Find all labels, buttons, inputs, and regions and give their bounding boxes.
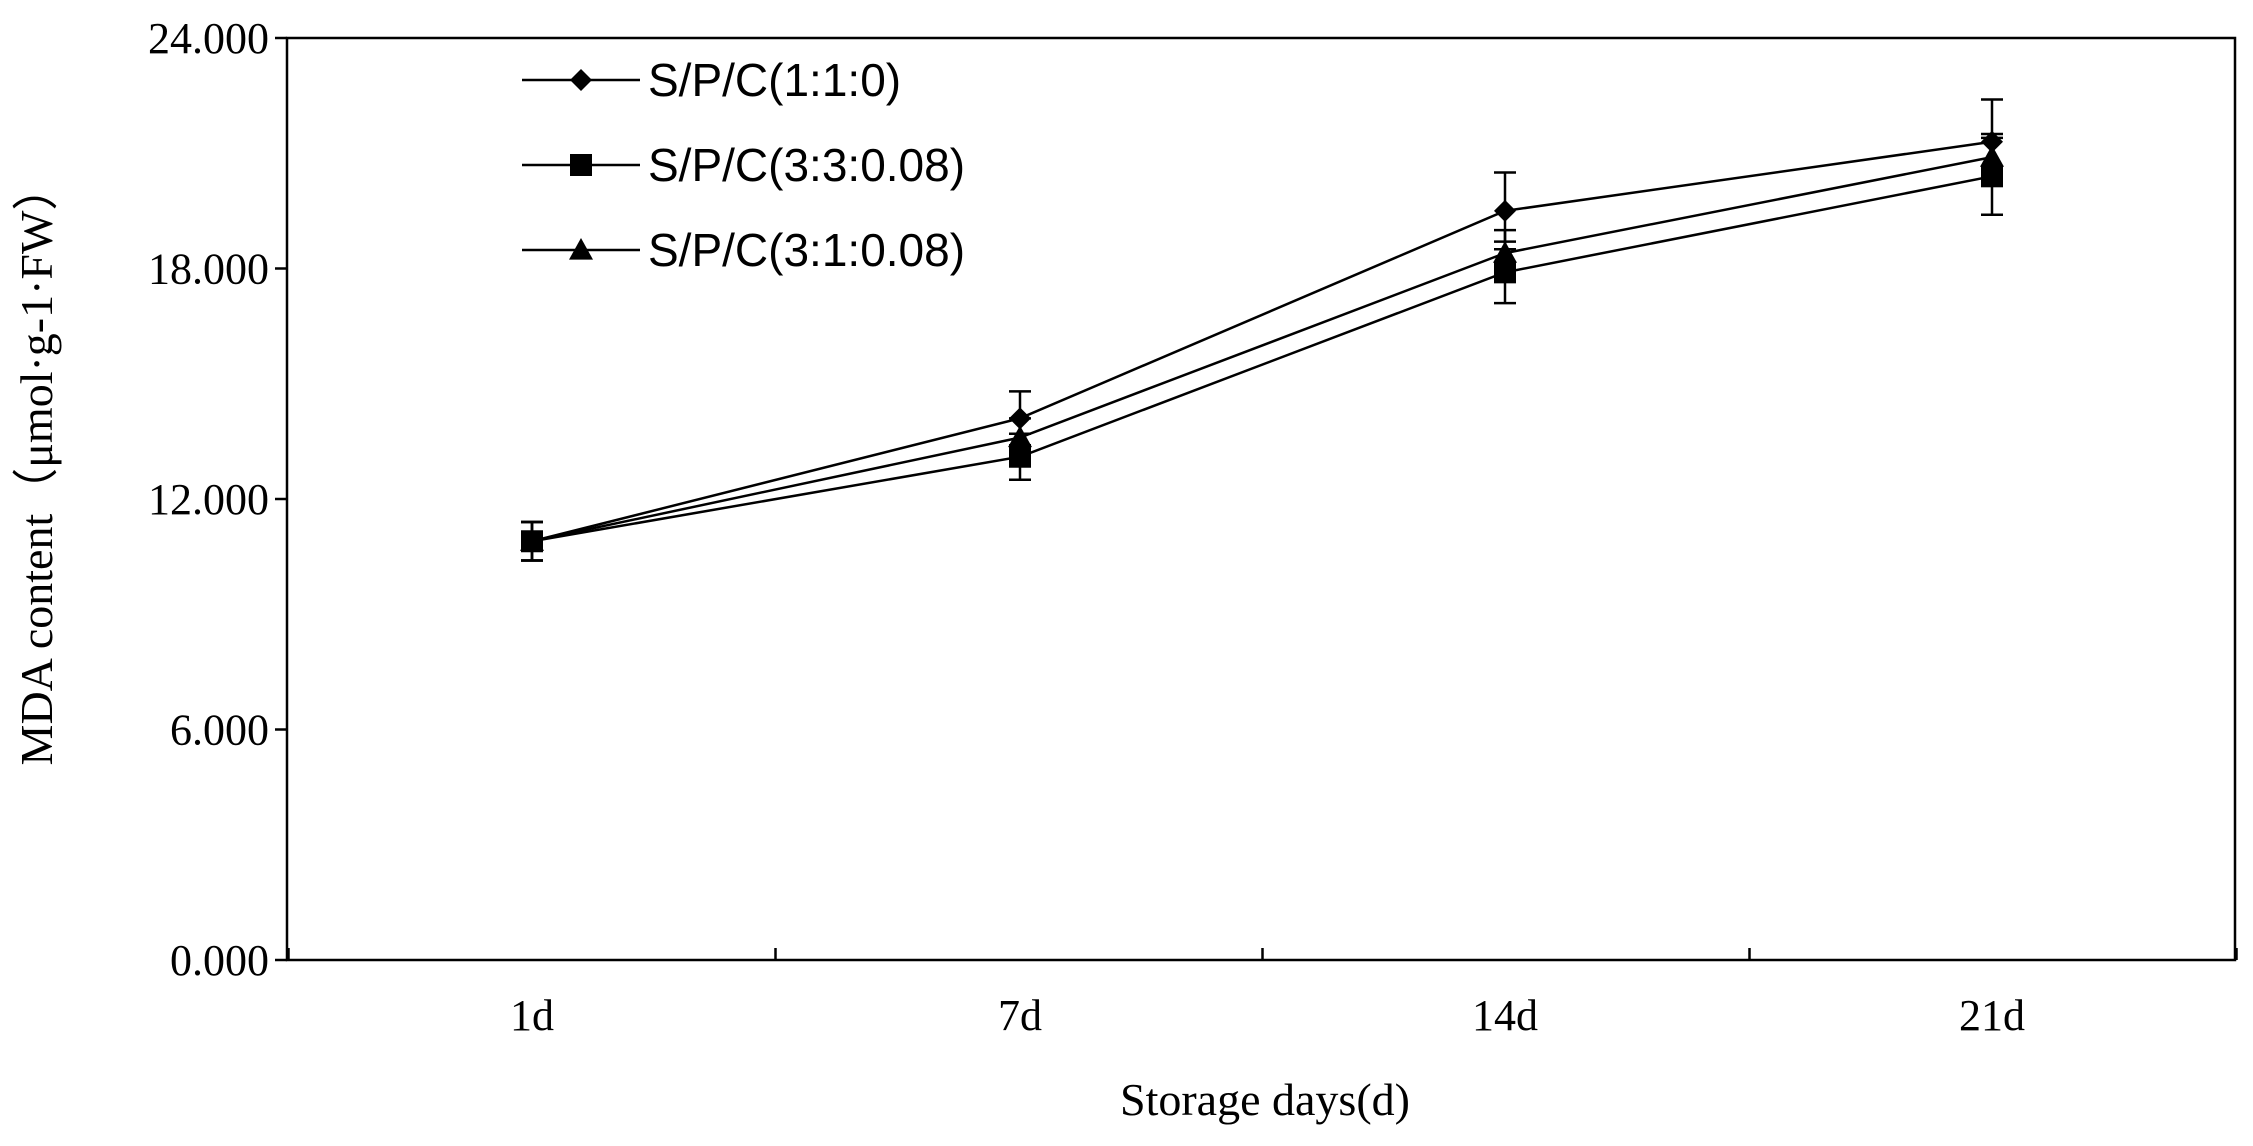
y-axis-title: MDA content（μmol·g-1·FW） bbox=[11, 165, 62, 766]
data-point bbox=[1980, 145, 2004, 167]
series-line bbox=[531, 140, 1993, 543]
x-tick-label: 21d bbox=[1959, 991, 2025, 1040]
data-point bbox=[1493, 241, 1517, 263]
legend-label: S/P/C(3:1:0.08) bbox=[648, 224, 965, 276]
legend-marker bbox=[570, 69, 592, 91]
x-tick-label: 7d bbox=[998, 991, 1042, 1040]
legend-marker bbox=[570, 154, 592, 176]
y-tick-label: 12.000 bbox=[148, 475, 269, 524]
plot-area-frame bbox=[285, 36, 2237, 962]
x-axis-title: Storage days(d) bbox=[1120, 1074, 1410, 1125]
legend-label: S/P/C(1:1:0) bbox=[648, 54, 901, 106]
series-3 bbox=[520, 132, 2004, 562]
y-tick-label: 0.000 bbox=[170, 936, 269, 985]
y-tick-label: 6.000 bbox=[170, 706, 269, 755]
series-line bbox=[531, 175, 1993, 543]
legend-marker bbox=[569, 238, 593, 260]
x-tick-label: 1d bbox=[510, 991, 554, 1040]
y-tick-label: 18.000 bbox=[148, 245, 269, 294]
legend-label: S/P/C(3:3:0.08) bbox=[648, 139, 965, 191]
data-point bbox=[1008, 425, 1032, 448]
data-point bbox=[1494, 199, 1516, 222]
x-tick-label: 14d bbox=[1472, 991, 1538, 1040]
data-point bbox=[520, 529, 544, 551]
series-line bbox=[531, 155, 1993, 543]
y-tick-label: 24.000 bbox=[148, 14, 269, 63]
